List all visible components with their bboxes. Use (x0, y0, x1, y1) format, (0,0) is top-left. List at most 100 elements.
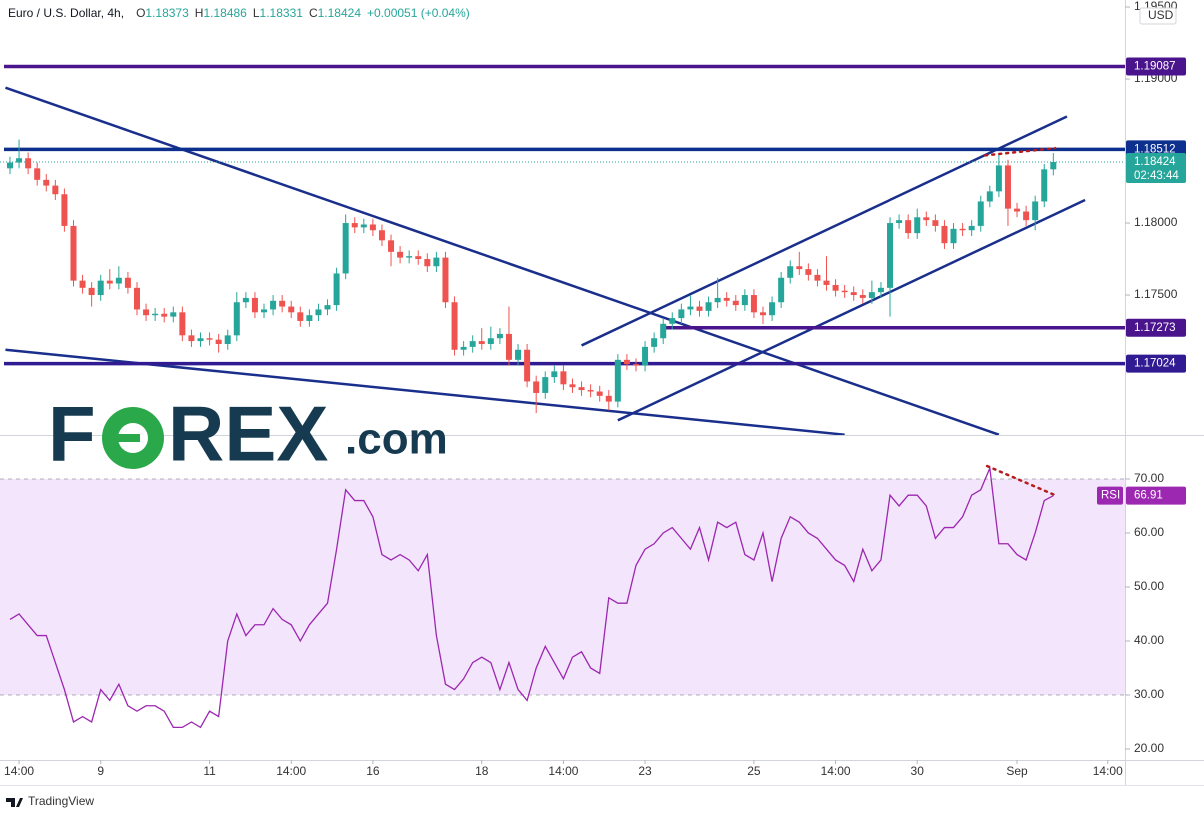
candle-body (923, 217, 930, 221)
level-label-bg (1126, 57, 1186, 76)
footer-text: TradingView (28, 794, 94, 808)
candle-body (642, 346, 649, 366)
candle-body (805, 269, 812, 275)
candle-body (877, 287, 884, 293)
candle-body (288, 306, 295, 313)
footer-icon (6, 798, 23, 807)
candle-body (587, 390, 594, 392)
candle-body (1023, 211, 1030, 221)
candle-body (43, 179, 50, 186)
candle-body (478, 341, 485, 344)
candle-body (315, 309, 322, 316)
candle-body (787, 266, 794, 278)
candle-body (769, 302, 776, 316)
candle-body (760, 312, 767, 316)
symbol-title: Euro / U.S. Dollar, 4h, (8, 6, 124, 20)
x-tick-label: 25 (747, 764, 761, 778)
ohlc-key: O (136, 6, 145, 20)
candle-body (360, 224, 367, 228)
y-tick-label: 1.18000 (1134, 215, 1178, 229)
x-tick-label: 30 (911, 764, 925, 778)
footer: TradingView (6, 794, 94, 808)
level-label: 1.17273 (1134, 322, 1176, 334)
candle-body (705, 302, 712, 311)
logo-text: F (48, 390, 96, 478)
candle-body (533, 381, 540, 393)
candle-body (578, 387, 585, 391)
candle-body (750, 295, 757, 313)
candle-body (143, 309, 150, 316)
header: Euro / U.S. Dollar, 4h, O1.18373 H1.18486 L… (8, 6, 470, 20)
y-tick-label: 20.00 (1134, 741, 1164, 755)
candle-body (832, 284, 839, 291)
candle-body (6, 162, 13, 169)
candle-body (261, 309, 268, 313)
candle-body (161, 313, 168, 317)
overlay: Euro / U.S. Dollar, 4h, O1.18373 H1.18486 L… (6, 6, 470, 808)
rsi-value-label-bg (1126, 486, 1186, 505)
candle-body (905, 220, 912, 234)
candle-body (88, 287, 95, 296)
x-tick-label: 14:00 (276, 764, 306, 778)
x-tick-label: 23 (638, 764, 652, 778)
y-tick-label: 30.00 (1134, 687, 1164, 701)
x-tick-label: 14:00 (4, 764, 34, 778)
x-tick-label: 16 (366, 764, 380, 778)
candle-body (215, 339, 222, 344)
candle-body (133, 287, 140, 310)
candle-body (841, 290, 848, 293)
candle-body (297, 312, 304, 321)
candle-body (941, 225, 948, 244)
rsi-panel (0, 464, 1125, 729)
candle-body (170, 312, 177, 317)
candle-body (850, 292, 857, 296)
candle-body (714, 297, 721, 303)
candle-body (79, 280, 86, 288)
candle-body (950, 228, 957, 244)
candle-body (124, 277, 131, 288)
ohlc-value: 1.18424 (318, 6, 362, 20)
candle-body (596, 391, 603, 396)
candle-body (433, 257, 440, 267)
trendline (617, 198, 1086, 422)
candle-body (179, 312, 186, 336)
candle-body (614, 359, 621, 402)
ohlc-value: 1.18486 (203, 6, 247, 20)
candle-body (351, 223, 358, 228)
level-label: 1.18512 (1134, 143, 1176, 155)
candle-body (868, 292, 875, 298)
x-tick-label: 14:00 (821, 764, 851, 778)
candle-body (52, 185, 59, 195)
candle-body (569, 384, 576, 388)
candle-body (188, 335, 195, 342)
candle-body (1014, 208, 1021, 212)
candle-body (106, 280, 113, 284)
candle-body (859, 295, 866, 298)
candle-body (487, 338, 494, 344)
candle-body (605, 395, 612, 402)
rsi-name-bg (1097, 486, 1123, 505)
y-tick-label: 50.00 (1134, 579, 1164, 593)
candle-body (233, 302, 240, 336)
candle-body (669, 318, 676, 324)
candle-body (687, 306, 694, 310)
level-label: 1.17024 (1134, 358, 1176, 370)
trendline (5, 86, 1000, 435)
candle-body (660, 323, 667, 339)
x-tick-label: 18 (475, 764, 489, 778)
candle-body (451, 302, 458, 350)
candle-body (823, 280, 830, 285)
candle-body (887, 223, 894, 288)
logo-text: REX (168, 390, 328, 478)
candle-body (995, 165, 1002, 192)
x-tick-label: 9 (97, 764, 104, 778)
candle-body (651, 338, 658, 347)
candle-body (279, 300, 286, 307)
y-tick-label: 60.00 (1134, 525, 1164, 539)
candle-body (524, 349, 531, 382)
candle-body (1041, 169, 1048, 202)
y-tick-label: 1.17500 (1134, 287, 1178, 301)
candle-body (515, 349, 522, 360)
candle-body (732, 300, 739, 306)
